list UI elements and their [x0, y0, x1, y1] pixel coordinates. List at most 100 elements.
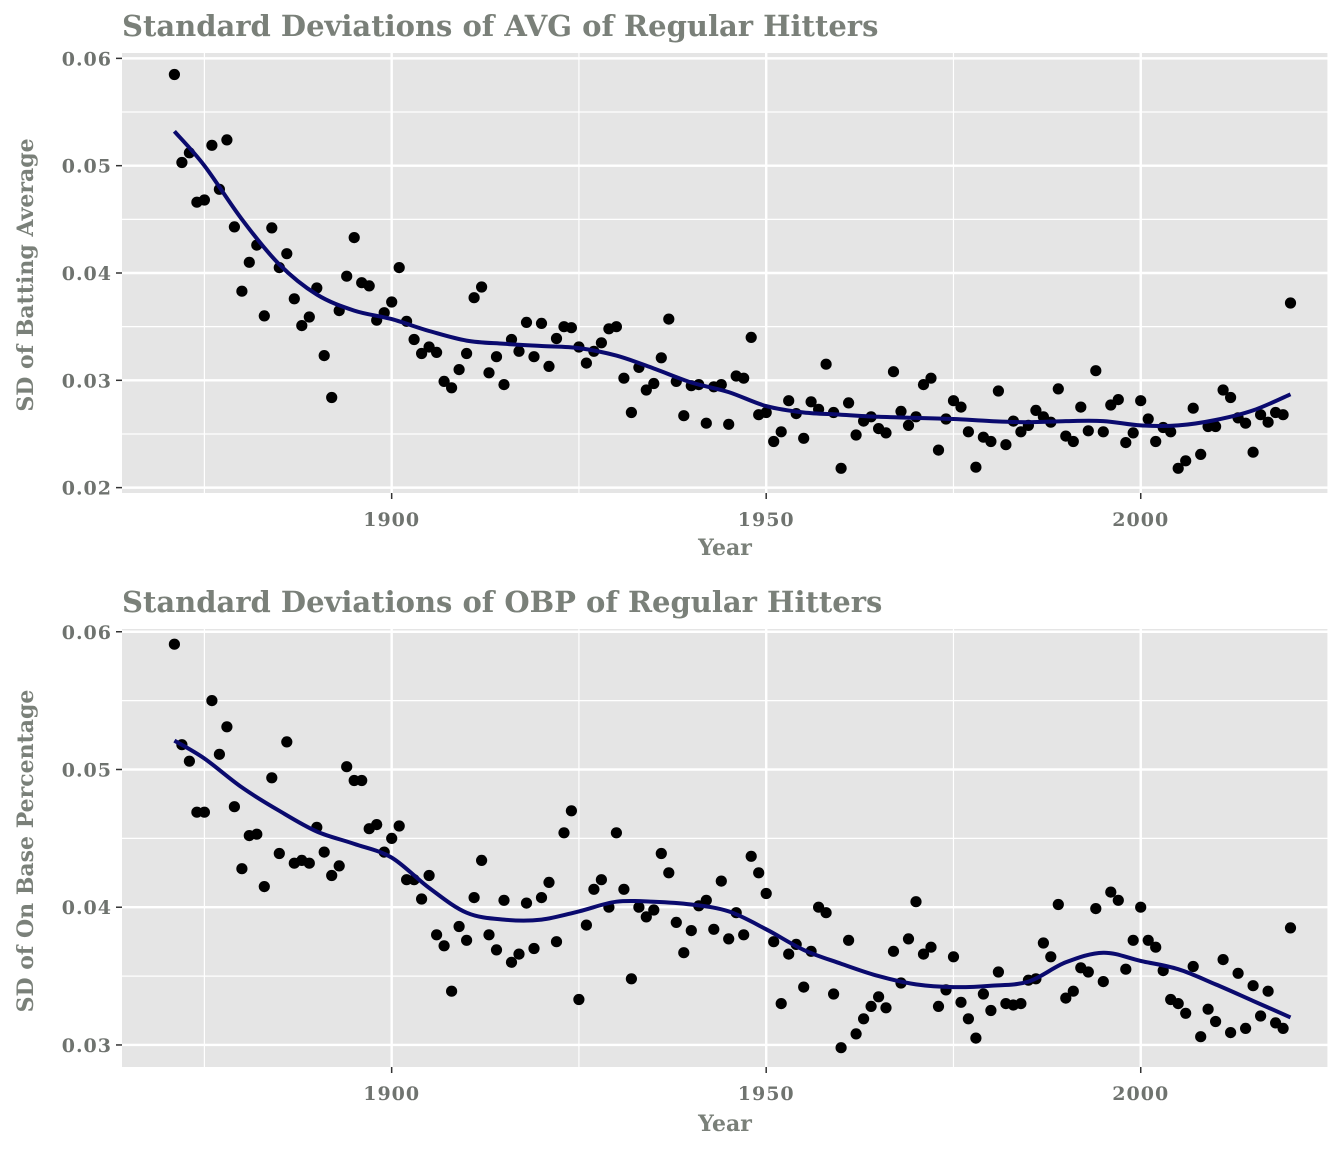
- data-point: [490, 944, 503, 956]
- data-point: [296, 320, 308, 332]
- data-point: [1210, 420, 1222, 433]
- data-point: [438, 940, 450, 952]
- data-point: [1277, 1022, 1289, 1034]
- data-point: [783, 948, 795, 960]
- data-point: [595, 874, 608, 886]
- data-point: [416, 893, 428, 905]
- data-point: [738, 372, 750, 384]
- data-point: [753, 867, 765, 879]
- data-point: [902, 419, 915, 431]
- data-point: [835, 1042, 847, 1054]
- data-point: [333, 860, 345, 872]
- data-point: [618, 372, 630, 384]
- data-point: [476, 854, 488, 866]
- data-point: [1172, 462, 1184, 474]
- data-point: [168, 638, 180, 650]
- data-point: [970, 1032, 982, 1044]
- data-point: [468, 292, 480, 304]
- y-tick-label: 0.04: [62, 897, 112, 919]
- data-point: [318, 350, 330, 362]
- data-point: [1120, 963, 1132, 975]
- data-point: [917, 948, 930, 960]
- data-point: [1067, 985, 1079, 997]
- data-point: [371, 819, 383, 831]
- data-point: [1255, 409, 1267, 421]
- data-point: [1187, 960, 1199, 973]
- data-point: [573, 993, 585, 1006]
- data-point: [843, 934, 855, 946]
- data-point: [768, 435, 780, 448]
- smooth-trend-line: [173, 738, 1292, 1020]
- data-point: [348, 232, 360, 244]
- data-point: [318, 846, 330, 858]
- data-point: [655, 352, 667, 364]
- data-point: [1187, 402, 1199, 414]
- data-point: [640, 911, 652, 923]
- data-point: [648, 904, 660, 916]
- data-point: [550, 332, 563, 345]
- data-point: [947, 395, 960, 407]
- data-point: [887, 945, 900, 957]
- data-point: [453, 364, 465, 376]
- data-point: [498, 379, 510, 391]
- data-point: [1127, 427, 1139, 439]
- data-point: [1262, 416, 1274, 428]
- y-tick-label: 0.03: [62, 1035, 112, 1057]
- data-point: [1247, 446, 1259, 458]
- data-point: [513, 948, 525, 960]
- grid-lines: [122, 53, 1329, 493]
- data-point: [655, 847, 667, 860]
- data-point: [1030, 404, 1042, 416]
- data-point: [1097, 976, 1109, 988]
- data-point: [678, 410, 690, 422]
- data-point: [1037, 937, 1049, 949]
- data-point: [213, 748, 225, 760]
- data-point: [341, 761, 353, 773]
- data-point: [700, 894, 712, 906]
- data-point: [528, 351, 540, 363]
- data-point: [1165, 426, 1177, 438]
- data-point: [221, 134, 233, 146]
- data-point: [535, 892, 548, 904]
- data-point: [828, 988, 840, 1000]
- y-tick-label: 0.06: [62, 48, 112, 70]
- data-point: [393, 820, 405, 832]
- data-point: [431, 346, 443, 358]
- data-point: [236, 863, 248, 875]
- data-point: [543, 876, 555, 888]
- data-point: [783, 395, 795, 407]
- y-tick-label: 0.05: [62, 156, 112, 178]
- data-point: [992, 966, 1005, 978]
- data-point: [520, 316, 533, 328]
- data-point: [228, 801, 240, 813]
- data-point: [416, 347, 428, 360]
- data-point: [1195, 448, 1207, 460]
- data-point: [700, 417, 712, 429]
- data-point: [1210, 1015, 1222, 1028]
- data-point: [1000, 439, 1012, 451]
- chart-title: Standard Deviations of OBP of Regular Hi…: [122, 585, 882, 619]
- data-point: [850, 1028, 862, 1040]
- x-tick-label: 1900: [363, 509, 420, 531]
- data-point: [1090, 903, 1102, 915]
- data-point: [962, 426, 975, 438]
- data-point: [588, 883, 600, 895]
- data-point: [1255, 1010, 1267, 1022]
- data-point: [1127, 934, 1139, 946]
- data-point: [550, 936, 563, 948]
- data-point: [1180, 455, 1192, 467]
- data-point: [565, 805, 578, 817]
- data-point: [476, 281, 488, 293]
- data-point: [1240, 1022, 1252, 1034]
- data-point: [198, 194, 210, 206]
- data-point: [266, 772, 278, 784]
- data-point: [618, 883, 630, 895]
- plot-panel: [122, 629, 1328, 1067]
- data-point: [341, 270, 353, 282]
- data-point: [513, 345, 525, 357]
- x-axis-label: Year: [697, 535, 752, 561]
- data-point: [625, 973, 638, 985]
- data-point: [670, 916, 682, 928]
- data-point: [947, 951, 960, 963]
- data-points: [168, 638, 1297, 1054]
